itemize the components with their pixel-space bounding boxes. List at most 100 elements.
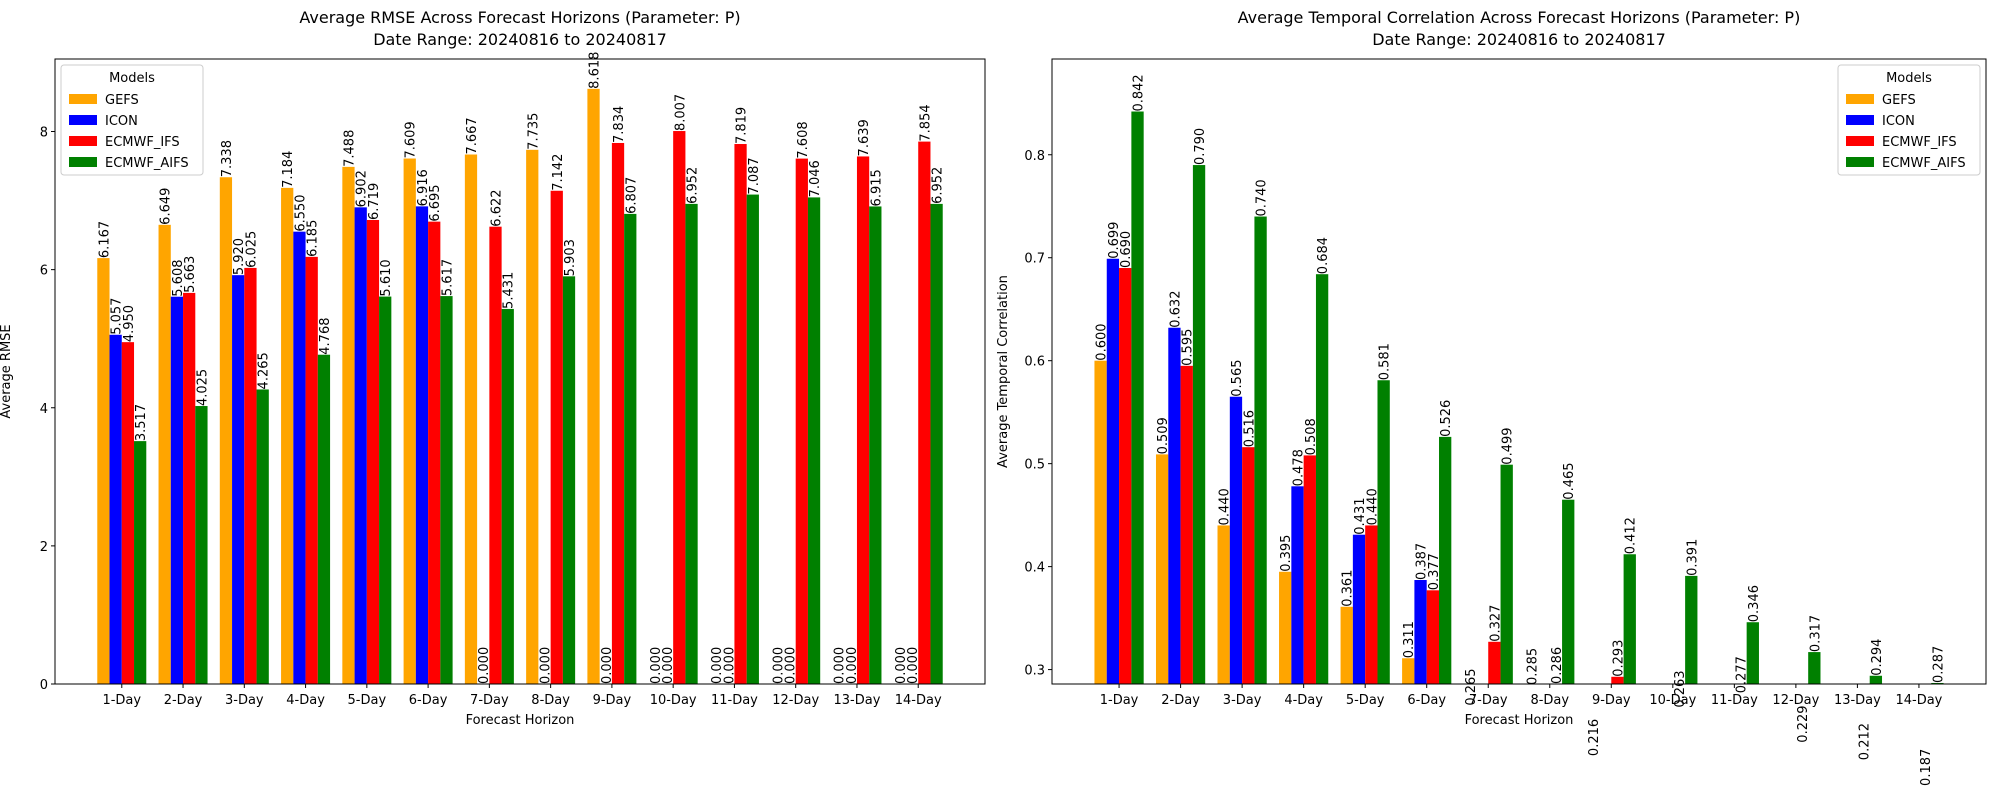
value-label: 5.663: [183, 256, 198, 293]
subplot: Average RMSE Across Forecast Horizons (P…: [0, 8, 986, 728]
value-label: 0.431: [1353, 497, 1368, 534]
bar: [1352, 534, 1366, 684]
bar: [1168, 327, 1181, 684]
value-label: 0.508: [1304, 418, 1319, 455]
value-label: 0.361: [1341, 570, 1356, 607]
x-tick-label: 4-Day: [286, 693, 325, 708]
bar: [918, 141, 931, 684]
legend-label: ECMWF_AIFS: [1882, 156, 1966, 171]
value-label: 0.293: [1611, 640, 1626, 677]
value-label: 0.632: [1168, 291, 1183, 328]
chart-subtitle: Date Range: 20240816 to 20240817: [1372, 30, 1666, 49]
x-tick-label: 12-Day: [772, 693, 819, 708]
bar: [1119, 268, 1132, 684]
value-label: 0.699: [1107, 222, 1122, 259]
value-label: 6.649: [159, 188, 174, 225]
legend-label: ICON: [105, 114, 138, 129]
value-label: 0.212: [1858, 723, 1873, 760]
bar: [379, 296, 392, 684]
legend-swatch: [1846, 136, 1874, 146]
bar: [1746, 622, 1759, 684]
value-label: 0.000: [710, 647, 725, 684]
value-label: 3.517: [134, 404, 149, 441]
value-label: 0.000: [722, 647, 737, 684]
bar: [256, 389, 269, 684]
bar: [1562, 499, 1575, 684]
bar: [464, 154, 478, 684]
value-label: 7.819: [735, 107, 750, 144]
value-label: 0.595: [1181, 329, 1196, 366]
x-tick-label: 5-Day: [1346, 693, 1385, 708]
bar: [1192, 165, 1206, 684]
value-label: 0.229: [1796, 705, 1811, 742]
bar: [158, 224, 171, 684]
value-label: 0.000: [661, 647, 676, 684]
value-label: 0.391: [1685, 539, 1700, 576]
value-label: 6.902: [355, 170, 370, 207]
value-label: 6.719: [367, 183, 382, 220]
bar: [1426, 590, 1440, 684]
value-label: 7.184: [281, 151, 296, 188]
bar: [1291, 486, 1304, 684]
value-label: 6.807: [624, 177, 639, 214]
x-tick-label: 11-Day: [711, 693, 758, 708]
legend-swatch: [1846, 94, 1874, 104]
value-label: 4.265: [257, 352, 272, 389]
x-tick-label: 6-Day: [409, 693, 448, 708]
value-label: 0.790: [1193, 128, 1208, 165]
bar: [624, 213, 637, 684]
x-tick-label: 8-Day: [531, 693, 570, 708]
legend-swatch: [69, 94, 97, 104]
value-label: 0.000: [649, 647, 664, 684]
value-label: 0.327: [1488, 605, 1503, 642]
value-label: 6.185: [306, 220, 321, 257]
bar: [685, 203, 698, 684]
bar: [305, 256, 318, 684]
value-label: 6.550: [293, 194, 308, 231]
value-label: 0.317: [1808, 615, 1823, 652]
y-axis-label: Average RMSE: [0, 324, 14, 418]
bar: [281, 187, 294, 684]
y-tick-label: 0.7: [1024, 252, 1045, 267]
value-label: 7.488: [342, 130, 357, 167]
value-label: 0.842: [1132, 74, 1147, 111]
y-tick-label: 0.5: [1024, 458, 1045, 473]
bar: [1488, 641, 1501, 684]
bar: [1340, 606, 1353, 684]
value-label: 7.338: [220, 140, 235, 177]
bar: [1500, 464, 1513, 684]
legend-label: GEFS: [105, 93, 139, 108]
bar: [1242, 447, 1255, 684]
bar: [1611, 676, 1624, 684]
bar: [1869, 675, 1883, 684]
value-label: 5.057: [110, 298, 125, 335]
bar: [366, 219, 380, 684]
bar: [109, 334, 122, 684]
bar: [1414, 580, 1427, 684]
y-tick-label: 0.4: [1024, 561, 1045, 576]
value-label: 0.395: [1279, 535, 1294, 572]
y-tick-label: 2: [40, 540, 48, 555]
x-axis-label: Forecast Horizon: [1465, 713, 1574, 728]
bar: [1279, 571, 1292, 684]
value-label: 0.000: [906, 647, 921, 684]
value-label: 0.285: [1525, 648, 1540, 685]
legend-swatch: [69, 115, 97, 125]
legend-swatch: [69, 157, 97, 167]
legend-title: Models: [109, 71, 155, 86]
bar: [1229, 396, 1243, 684]
y-tick-label: 8: [40, 126, 48, 141]
x-tick-label: 9-Day: [1592, 693, 1631, 708]
bar: [183, 292, 196, 684]
value-label: 0.690: [1119, 231, 1134, 268]
legend-label: ECMWF_IFS: [1882, 135, 1957, 150]
bar: [428, 221, 441, 684]
bars: [97, 88, 943, 684]
y-tick-label: 4: [40, 402, 48, 417]
bar: [1623, 554, 1636, 684]
bar: [440, 296, 453, 684]
value-label: 7.609: [404, 121, 419, 158]
value-label: 0.387: [1415, 543, 1430, 580]
bar: [415, 206, 429, 684]
y-axis-label: Average Temporal Correlation: [996, 275, 1011, 468]
